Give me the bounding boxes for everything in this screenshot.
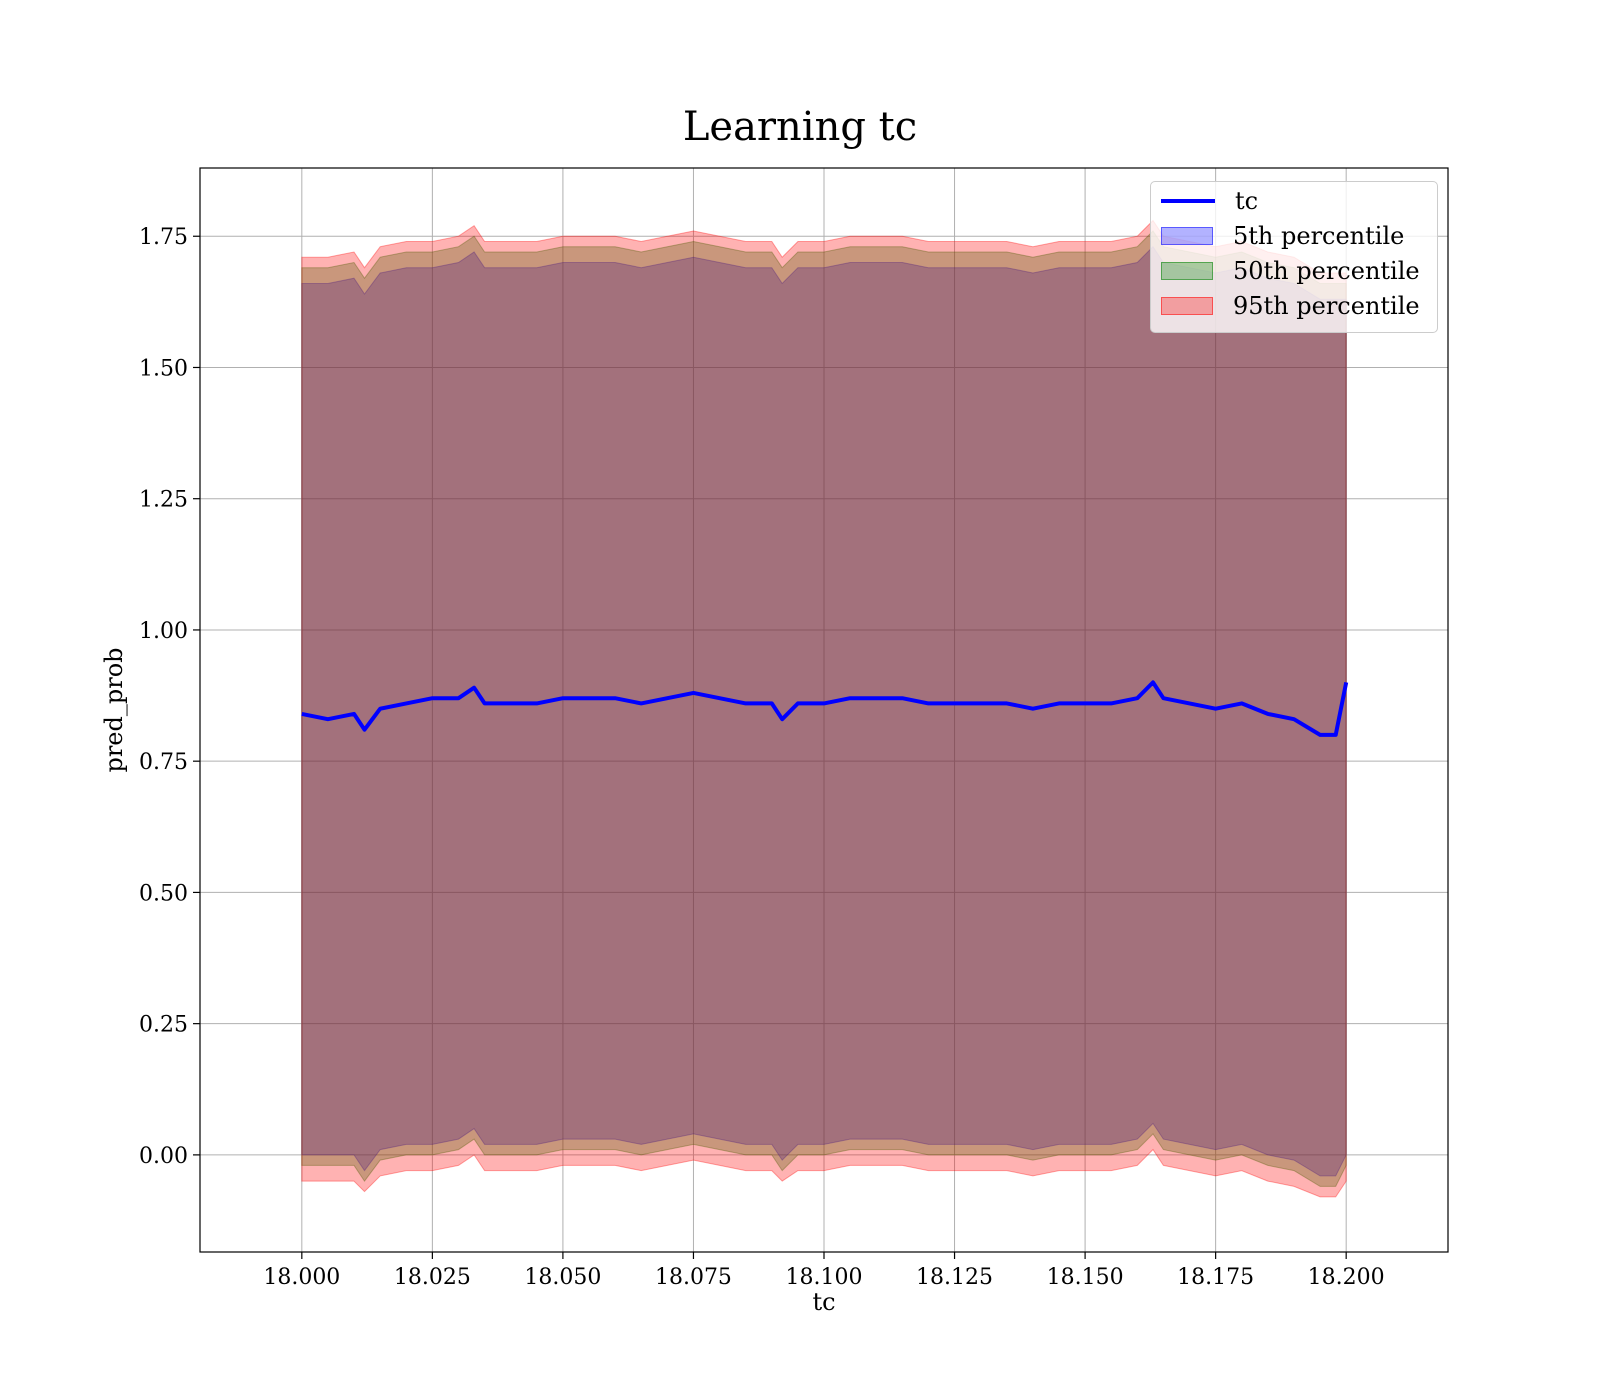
- band-2: [301, 230, 1347, 1187]
- legend-label: 50th percentile: [1233, 257, 1420, 285]
- legend: tc 5th percentile 50th percentile 95th p…: [1150, 181, 1438, 333]
- x-tick-label: 18.200: [1308, 1265, 1385, 1290]
- x-tick-label: 18.150: [1047, 1265, 1124, 1290]
- legend-label: tc: [1235, 187, 1259, 215]
- y-tick-label: 1.50: [139, 356, 188, 381]
- x-tick-label: 18.025: [394, 1265, 471, 1290]
- band-1: [301, 245, 1347, 1177]
- y-tick-label: 0.00: [139, 1144, 188, 1169]
- y-tick-label: 0.75: [139, 750, 188, 775]
- legend-swatch-95th: [1161, 297, 1213, 315]
- chart-title: Learning tc: [682, 104, 918, 150]
- y-tick-label: 0.50: [139, 881, 188, 906]
- legend-item-50th: 50th percentile: [1161, 256, 1420, 286]
- legend-label: 5th percentile: [1233, 222, 1405, 250]
- y-tick-label: 1.00: [139, 619, 188, 644]
- x-tick-label: 18.175: [1177, 1265, 1254, 1290]
- tick-layer: 18.000 18.025 18.050 18.075 18.100 18.125 18.1…: [139, 225, 1385, 1290]
- x-tick-label: 18.100: [786, 1265, 863, 1290]
- legend-swatch-5th: [1161, 227, 1213, 245]
- legend-item-tc: tc: [1161, 186, 1258, 216]
- x-axis-label: tc: [812, 1288, 835, 1316]
- legend-label: 95th percentile: [1233, 292, 1420, 320]
- band-layer: [301, 219, 1347, 1198]
- x-tick-label: 18.075: [655, 1265, 732, 1290]
- grid-layer: [200, 168, 1448, 1252]
- legend-line-tc: [1161, 199, 1215, 203]
- series-line-tc: [301, 680, 1349, 737]
- x-tick-label: 18.000: [263, 1265, 340, 1290]
- y-tick-label: 1.75: [139, 225, 188, 250]
- legend-item-5th: 5th percentile: [1161, 221, 1404, 251]
- y-axis-label: pred_prob: [100, 647, 128, 772]
- legend-item-95th: 95th percentile: [1161, 291, 1420, 321]
- y-tick-label: 1.25: [139, 488, 188, 513]
- x-tick-label: 18.050: [524, 1265, 601, 1290]
- x-tick-label: 18.125: [916, 1265, 993, 1290]
- y-tick-label: 0.25: [139, 1013, 188, 1038]
- band-3: [301, 219, 1347, 1198]
- legend-swatch-50th: [1161, 262, 1213, 280]
- line-layer: [301, 680, 1349, 737]
